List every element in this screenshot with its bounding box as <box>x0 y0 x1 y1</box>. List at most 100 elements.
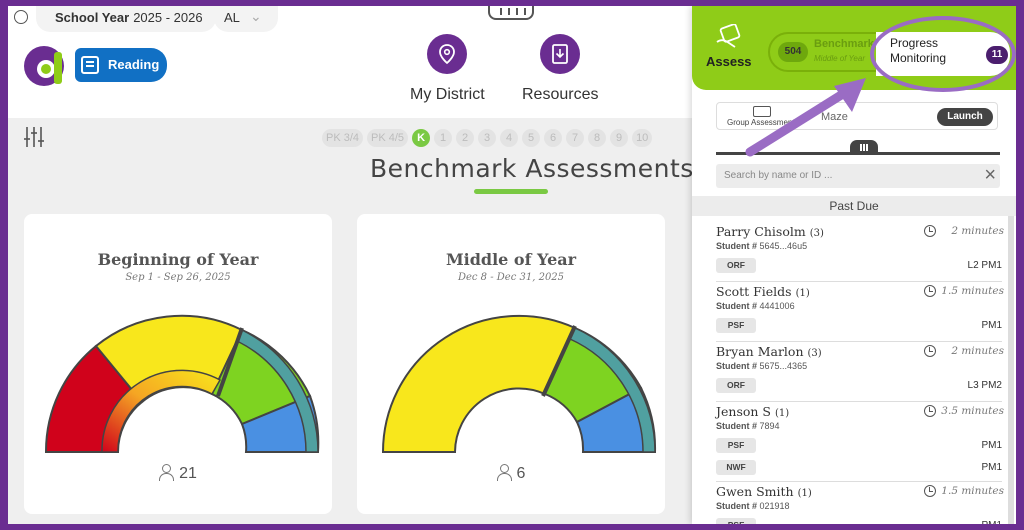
student-id: Student # 4441006 <box>716 301 795 311</box>
student-row[interactable]: Jenson S (1) Student # 7894 3.5 minutes PSF… <box>716 404 1004 482</box>
grade-pill[interactable]: 2 <box>456 129 475 147</box>
clock-icon <box>924 285 936 297</box>
nav-my-district[interactable]: My District <box>410 34 485 104</box>
student-id-label: Student # <box>716 301 758 311</box>
grade-pill[interactable]: 5 <box>522 129 541 147</box>
launch-button[interactable]: Launch <box>937 108 993 126</box>
chevron-down-icon[interactable]: ⌄ <box>250 8 262 24</box>
test-tag[interactable]: ORF <box>716 378 756 393</box>
school-year-value: 2025 - 2026 <box>133 10 203 25</box>
student-id-value: 5645...46u5 <box>759 241 808 251</box>
gauge-outer-band <box>569 327 656 453</box>
student-test-count: (1) <box>797 488 812 499</box>
clock-icon <box>924 405 936 417</box>
card-beginning-of-year[interactable]: Beginning of Year Sep 1 - Sep 26, 2025 2… <box>24 214 332 514</box>
student-id-value: 021918 <box>759 501 790 511</box>
school-year-selector[interactable] <box>36 6 216 32</box>
title-underline <box>474 189 548 194</box>
person-icon <box>496 464 512 481</box>
student-name: Bryan Marlon (3) <box>716 344 822 359</box>
student-id-label: Student # <box>716 361 758 371</box>
student-test-count: (1) <box>795 288 810 299</box>
grade-pill[interactable]: 10 <box>632 129 653 147</box>
test-tag[interactable]: PSF <box>716 518 756 524</box>
slider-knob[interactable] <box>850 140 878 154</box>
tab-progress-monitoring[interactable]: Progress Monitoring 11 <box>876 32 1010 76</box>
student-name: Jenson S (1) <box>716 404 789 419</box>
student-id-value: 7894 <box>759 421 780 431</box>
tab-maze[interactable]: Maze <box>821 111 848 123</box>
reading-subject-button[interactable]: Reading <box>75 48 167 82</box>
grade-pill[interactable]: 6 <box>544 129 563 147</box>
gauge-segment-yellow <box>381 314 577 453</box>
gauge-chart-moy <box>381 314 657 453</box>
student-count: 21 <box>24 464 332 483</box>
student-row[interactable]: Bryan Marlon (3) Student # 5675...4365 2 m… <box>716 344 1004 402</box>
student-search[interactable]: Search by name or ID ... × <box>716 164 1000 188</box>
group-assessment-label[interactable]: Group Assessment <box>727 118 795 127</box>
test-levels: PM1 <box>981 462 1002 473</box>
test-levels: L2 PM1 <box>967 260 1002 271</box>
student-name-text: Parry Chisolm <box>716 224 806 239</box>
test-levels: PM1 <box>981 520 1002 524</box>
test-tag[interactable]: PSF <box>716 318 756 333</box>
assess-panel: Assess 504 Benchmark Middle of Year Prog… <box>692 6 1016 524</box>
panel-resize-slider[interactable] <box>716 140 1000 155</box>
student-row[interactable]: Gwen Smith (1) Student # 021918 1.5 minute… <box>716 484 1004 524</box>
scrollbar[interactable] <box>1008 216 1014 524</box>
close-icon[interactable]: × <box>984 164 996 186</box>
state-value: AL <box>224 10 240 25</box>
benchmark-sublabel: Middle of Year <box>814 54 865 63</box>
assess-panel-header: Assess 504 Benchmark Middle of Year Prog… <box>692 6 1016 92</box>
page-title: Benchmark Assessments <box>370 154 694 183</box>
card-middle-of-year[interactable]: Middle of Year Dec 8 - Dec 31, 2025 6 <box>357 214 665 514</box>
book-icon <box>81 56 99 74</box>
test-tag[interactable]: PSF <box>716 438 756 453</box>
progress-monitoring-label: Progress Monitoring <box>890 36 947 65</box>
student-row[interactable]: Scott Fields (1) Student # 4441006 1.5 min… <box>716 284 1004 342</box>
grade-pill[interactable]: 8 <box>588 129 607 147</box>
student-count-value: 6 <box>516 465 526 482</box>
student-id: Student # 021918 <box>716 501 790 511</box>
student-duration: 2 minutes <box>951 345 1004 357</box>
student-duration: 2 minutes <box>951 225 1004 237</box>
nav-resources[interactable]: Resources <box>522 34 598 104</box>
student-row[interactable]: Parry Chisolm (3) Student # 5645...46u5 2 … <box>716 224 1004 282</box>
student-id-label: Student # <box>716 501 758 511</box>
grade-pill[interactable]: 7 <box>566 129 585 147</box>
group-assessment-icon[interactable] <box>753 106 771 117</box>
hand-tablet-icon <box>716 24 741 48</box>
grade-pill[interactable]: 3 <box>478 129 497 147</box>
student-name-text: Bryan Marlon <box>716 344 804 359</box>
grade-pill[interactable]: 4 <box>500 129 519 147</box>
state-selector[interactable] <box>214 6 278 32</box>
student-test-count: (3) <box>809 228 824 239</box>
globe-icon[interactable] <box>14 10 28 24</box>
grade-pill[interactable]: K <box>412 129 431 147</box>
assess-label: Assess <box>706 54 752 69</box>
clock-icon <box>924 225 936 237</box>
test-tag[interactable]: NWF <box>716 460 756 475</box>
nav-my-district-label: My District <box>410 86 485 103</box>
gauge-outer-band <box>236 328 319 453</box>
nav-resources-label: Resources <box>522 86 599 103</box>
app-logo <box>24 46 64 86</box>
student-name: Parry Chisolm (3) <box>716 224 824 239</box>
student-duration: 1.5 minutes <box>941 285 1004 297</box>
test-tag[interactable]: ORF <box>716 258 756 273</box>
location-pin-icon <box>427 34 468 74</box>
school-year-text: School Year 2025 - 2026 <box>55 10 203 25</box>
student-name-text: Jenson S <box>716 404 771 419</box>
student-name: Gwen Smith (1) <box>716 484 812 499</box>
grade-pill[interactable]: PK 4/5 <box>367 129 409 147</box>
gauge-inner-progress <box>101 369 222 453</box>
card-dates: Dec 8 - Dec 31, 2025 <box>457 272 565 283</box>
student-test-count: (1) <box>774 408 790 419</box>
drawer-handle[interactable] <box>488 6 534 20</box>
tab-benchmark[interactable]: 504 Benchmark Middle of Year <box>768 32 878 72</box>
reading-label: Reading <box>108 57 160 72</box>
grade-pill[interactable]: PK 3/4 <box>322 129 364 147</box>
grade-pill[interactable]: 9 <box>610 129 629 147</box>
filter-sliders-icon[interactable] <box>24 126 44 148</box>
grade-pill[interactable]: 1 <box>434 129 453 147</box>
